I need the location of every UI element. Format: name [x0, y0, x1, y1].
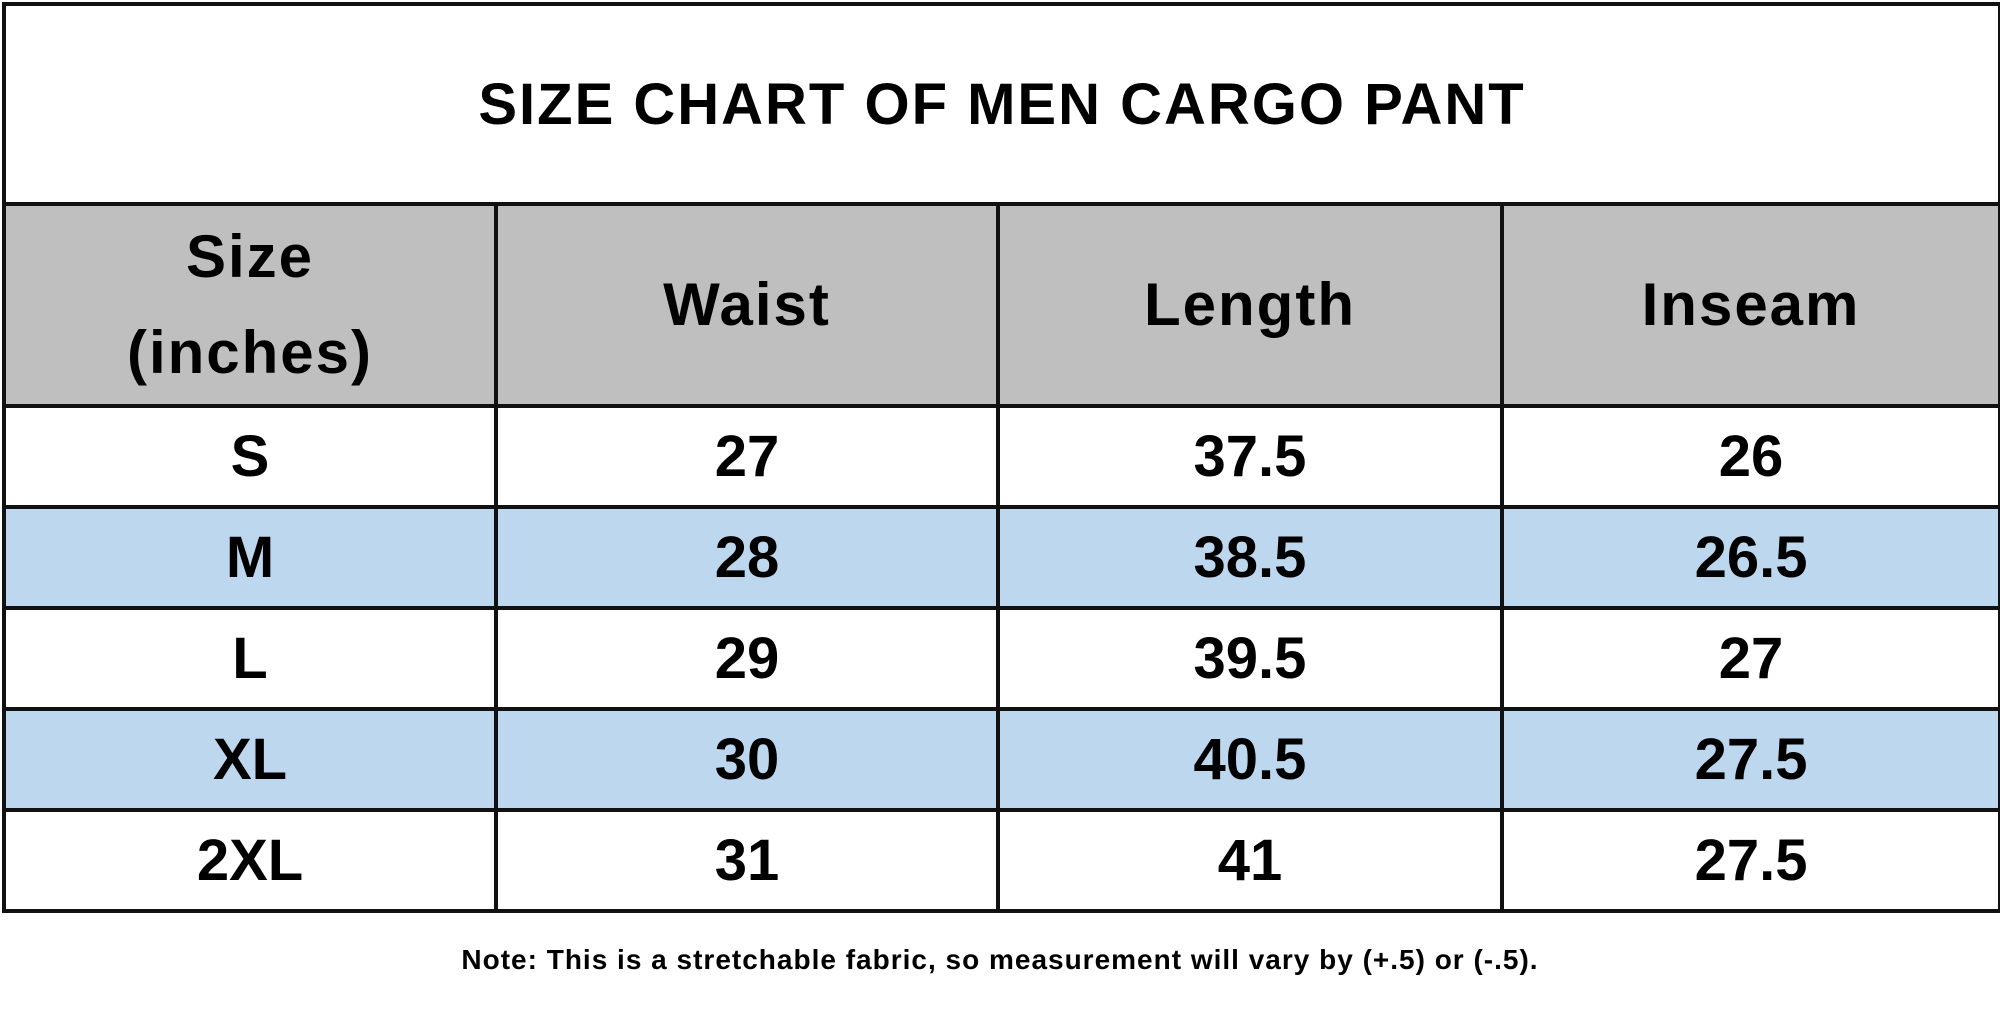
cell: XL: [2, 707, 498, 812]
header-row: Size (inches) Waist Length Inseam: [2, 202, 2000, 408]
table: SIZE CHART OF MEN CARGO PANT Size (inche…: [1, 2, 2000, 913]
data-row: M 28 38.5 26.5: [2, 505, 2000, 610]
cell: 40.5: [996, 707, 1504, 812]
note: Note: This is a stretchable fabric, so m…: [461, 944, 1539, 975]
cell: 29: [494, 606, 1000, 711]
cell: 30: [494, 707, 1000, 812]
header-cell: Inseam: [1499, 202, 2000, 408]
header-cell: Waist: [494, 202, 1000, 408]
data-row: XL 30 40.5 27.5: [2, 707, 2000, 812]
cell: 26.5: [1499, 505, 2000, 610]
header-cell: Length: [996, 202, 1504, 408]
cell: 38.5: [996, 505, 1504, 610]
cell: 31: [494, 808, 1000, 913]
cell: L: [2, 606, 498, 711]
cell: 27.5: [1499, 808, 2000, 913]
cell: 28: [494, 505, 1000, 610]
data-row: 2XL 31 41 27.5: [2, 808, 2000, 913]
data-row: S 27 37.5 26: [2, 404, 2000, 509]
data-row: L 29 39.5 27: [2, 606, 2000, 711]
cell: M: [2, 505, 498, 610]
header-cell: Size (inches): [2, 202, 498, 408]
cell: S: [2, 404, 498, 509]
cell: 39.5: [996, 606, 1504, 711]
title: SIZE CHART OF MEN CARGO PANT: [1, 2, 2000, 206]
cell: 27: [1499, 606, 2000, 711]
cell: 26: [1499, 404, 2000, 509]
title-row: SIZE CHART OF MEN CARGO PANT: [1, 2, 2000, 206]
cell: 37.5: [996, 404, 1504, 509]
size-chart: SIZE CHART OF MEN CARGO PANT Size (inche…: [1, 2, 2000, 913]
cell: 2XL: [2, 808, 498, 913]
cell: 27.5: [1499, 707, 2000, 812]
cell: 41: [996, 808, 1504, 913]
table-body: SIZE CHART OF MEN CARGO PANT Size (inche…: [1, 2, 2000, 913]
cell: 27: [494, 404, 1000, 509]
